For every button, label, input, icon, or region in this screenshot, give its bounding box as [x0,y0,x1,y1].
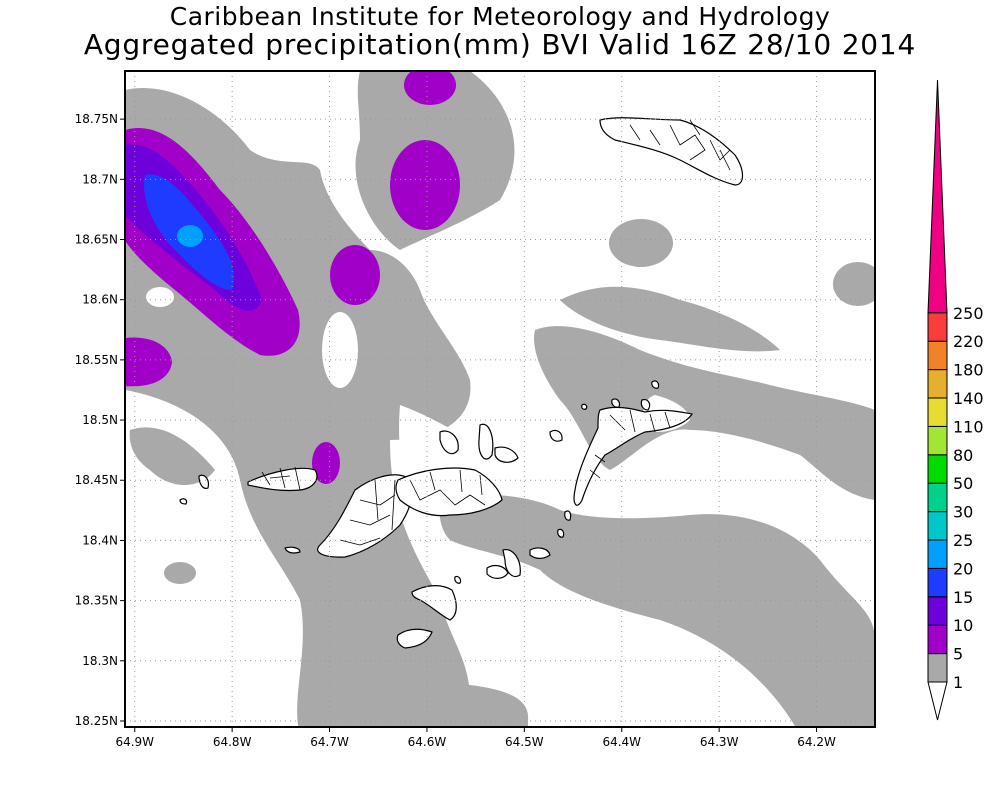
colorbar-segment [927,397,948,427]
colorbar-segment [927,511,948,541]
colorbar-segment [927,653,948,683]
map-grid [125,71,875,727]
islet-minor [179,380,660,584]
colorbar-level-label: 50 [953,474,973,493]
colorbar-level-label: 140 [953,389,984,408]
precip-band-20-25 [177,225,203,247]
island-culebra [599,117,744,186]
y-tick-label: 18.65N [75,233,118,247]
colorbar-level-label: 250 [953,304,984,323]
precip-band-1-5 [125,71,875,727]
colorbar-segment [927,596,948,626]
y-tick-label: 18.5N [82,413,118,427]
colorbar-segment [927,425,948,456]
map-frame [124,70,876,728]
colorbar-over-triangle [927,79,948,314]
island-st-john [317,474,413,558]
colorbar-level-label: 20 [953,559,973,578]
x-tick-label: 64.8W [213,735,252,749]
y-tick-label: 18.75N [75,112,118,126]
latitude-axis: 18.75N 18.7N 18.65N 18.6N 18.55N 18.5N 18.45N 1… [75,112,125,728]
colorbar-level-label: 10 [953,616,973,635]
x-tick-label: 64.9W [115,735,154,749]
precip-field [125,71,875,727]
colorbar-level-label: 220 [953,332,984,351]
colorbar-level-label: 80 [953,446,973,465]
island-salt-cooper [396,585,457,649]
island-st-thomas [247,466,318,492]
x-tick-label: 64.2W [797,735,836,749]
title-institute: Caribbean Institute for Meteorology and … [169,2,831,31]
colorbar-level-label: 25 [953,531,973,550]
x-tick-label: 64.5W [505,735,544,749]
y-tick-label: 18.7N [82,172,118,186]
island-virgin-gorda [573,406,693,506]
y-tick-label: 18.3N [82,654,118,668]
y-tick-label: 18.6N [82,293,118,307]
x-tick-label: 64.4W [602,735,641,749]
colorbar-segment [927,567,948,598]
colorbar-under-triangle [927,681,948,721]
colorbar-level-label: 180 [953,361,984,380]
y-tick-label: 18.25N [75,714,118,728]
colorbar-segment [927,369,948,399]
title-product: Aggregated precipitation(mm) BVI Valid 1… [83,28,917,61]
colorbar-segment [927,454,948,484]
y-tick-label: 18.4N [82,533,118,547]
y-tick-label: 18.55N [75,353,118,367]
y-tick-label: 18.35N [75,594,118,608]
colorbar-level-label: 110 [953,417,984,436]
longitude-axis: 64.9W 64.8W 64.7W 64.6W 64.5W 64.4W 64.3W 64.2W [115,727,836,749]
colorbar-segment [927,312,948,342]
x-tick-label: 64.7W [310,735,349,749]
colorbar-level-label: 30 [953,503,973,522]
colorbar-segment [927,539,948,569]
island-norman-peter [486,547,551,579]
colorbar-level-label: 1 [953,673,963,692]
island-outlines [179,117,744,649]
x-tick-label: 64.3W [700,735,739,749]
island-jost-van-dyke [439,423,519,463]
colorbar-segment [927,340,948,371]
colorbar-segment [927,482,948,513]
y-tick-label: 18.45N [75,473,118,487]
colorbar-level-label: 5 [953,645,963,664]
colorbar-level-label: 15 [953,588,973,607]
colorbar-segment [927,624,948,655]
x-tick-label: 64.6W [408,735,447,749]
